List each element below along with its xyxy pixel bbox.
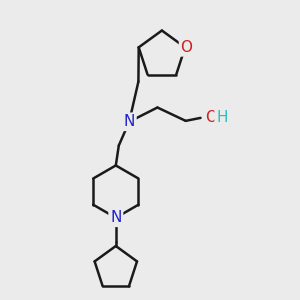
Text: O: O: [205, 110, 217, 125]
Text: N: N: [124, 114, 135, 129]
Text: O: O: [181, 40, 193, 55]
Text: N: N: [110, 210, 122, 225]
Text: H: H: [216, 110, 228, 125]
